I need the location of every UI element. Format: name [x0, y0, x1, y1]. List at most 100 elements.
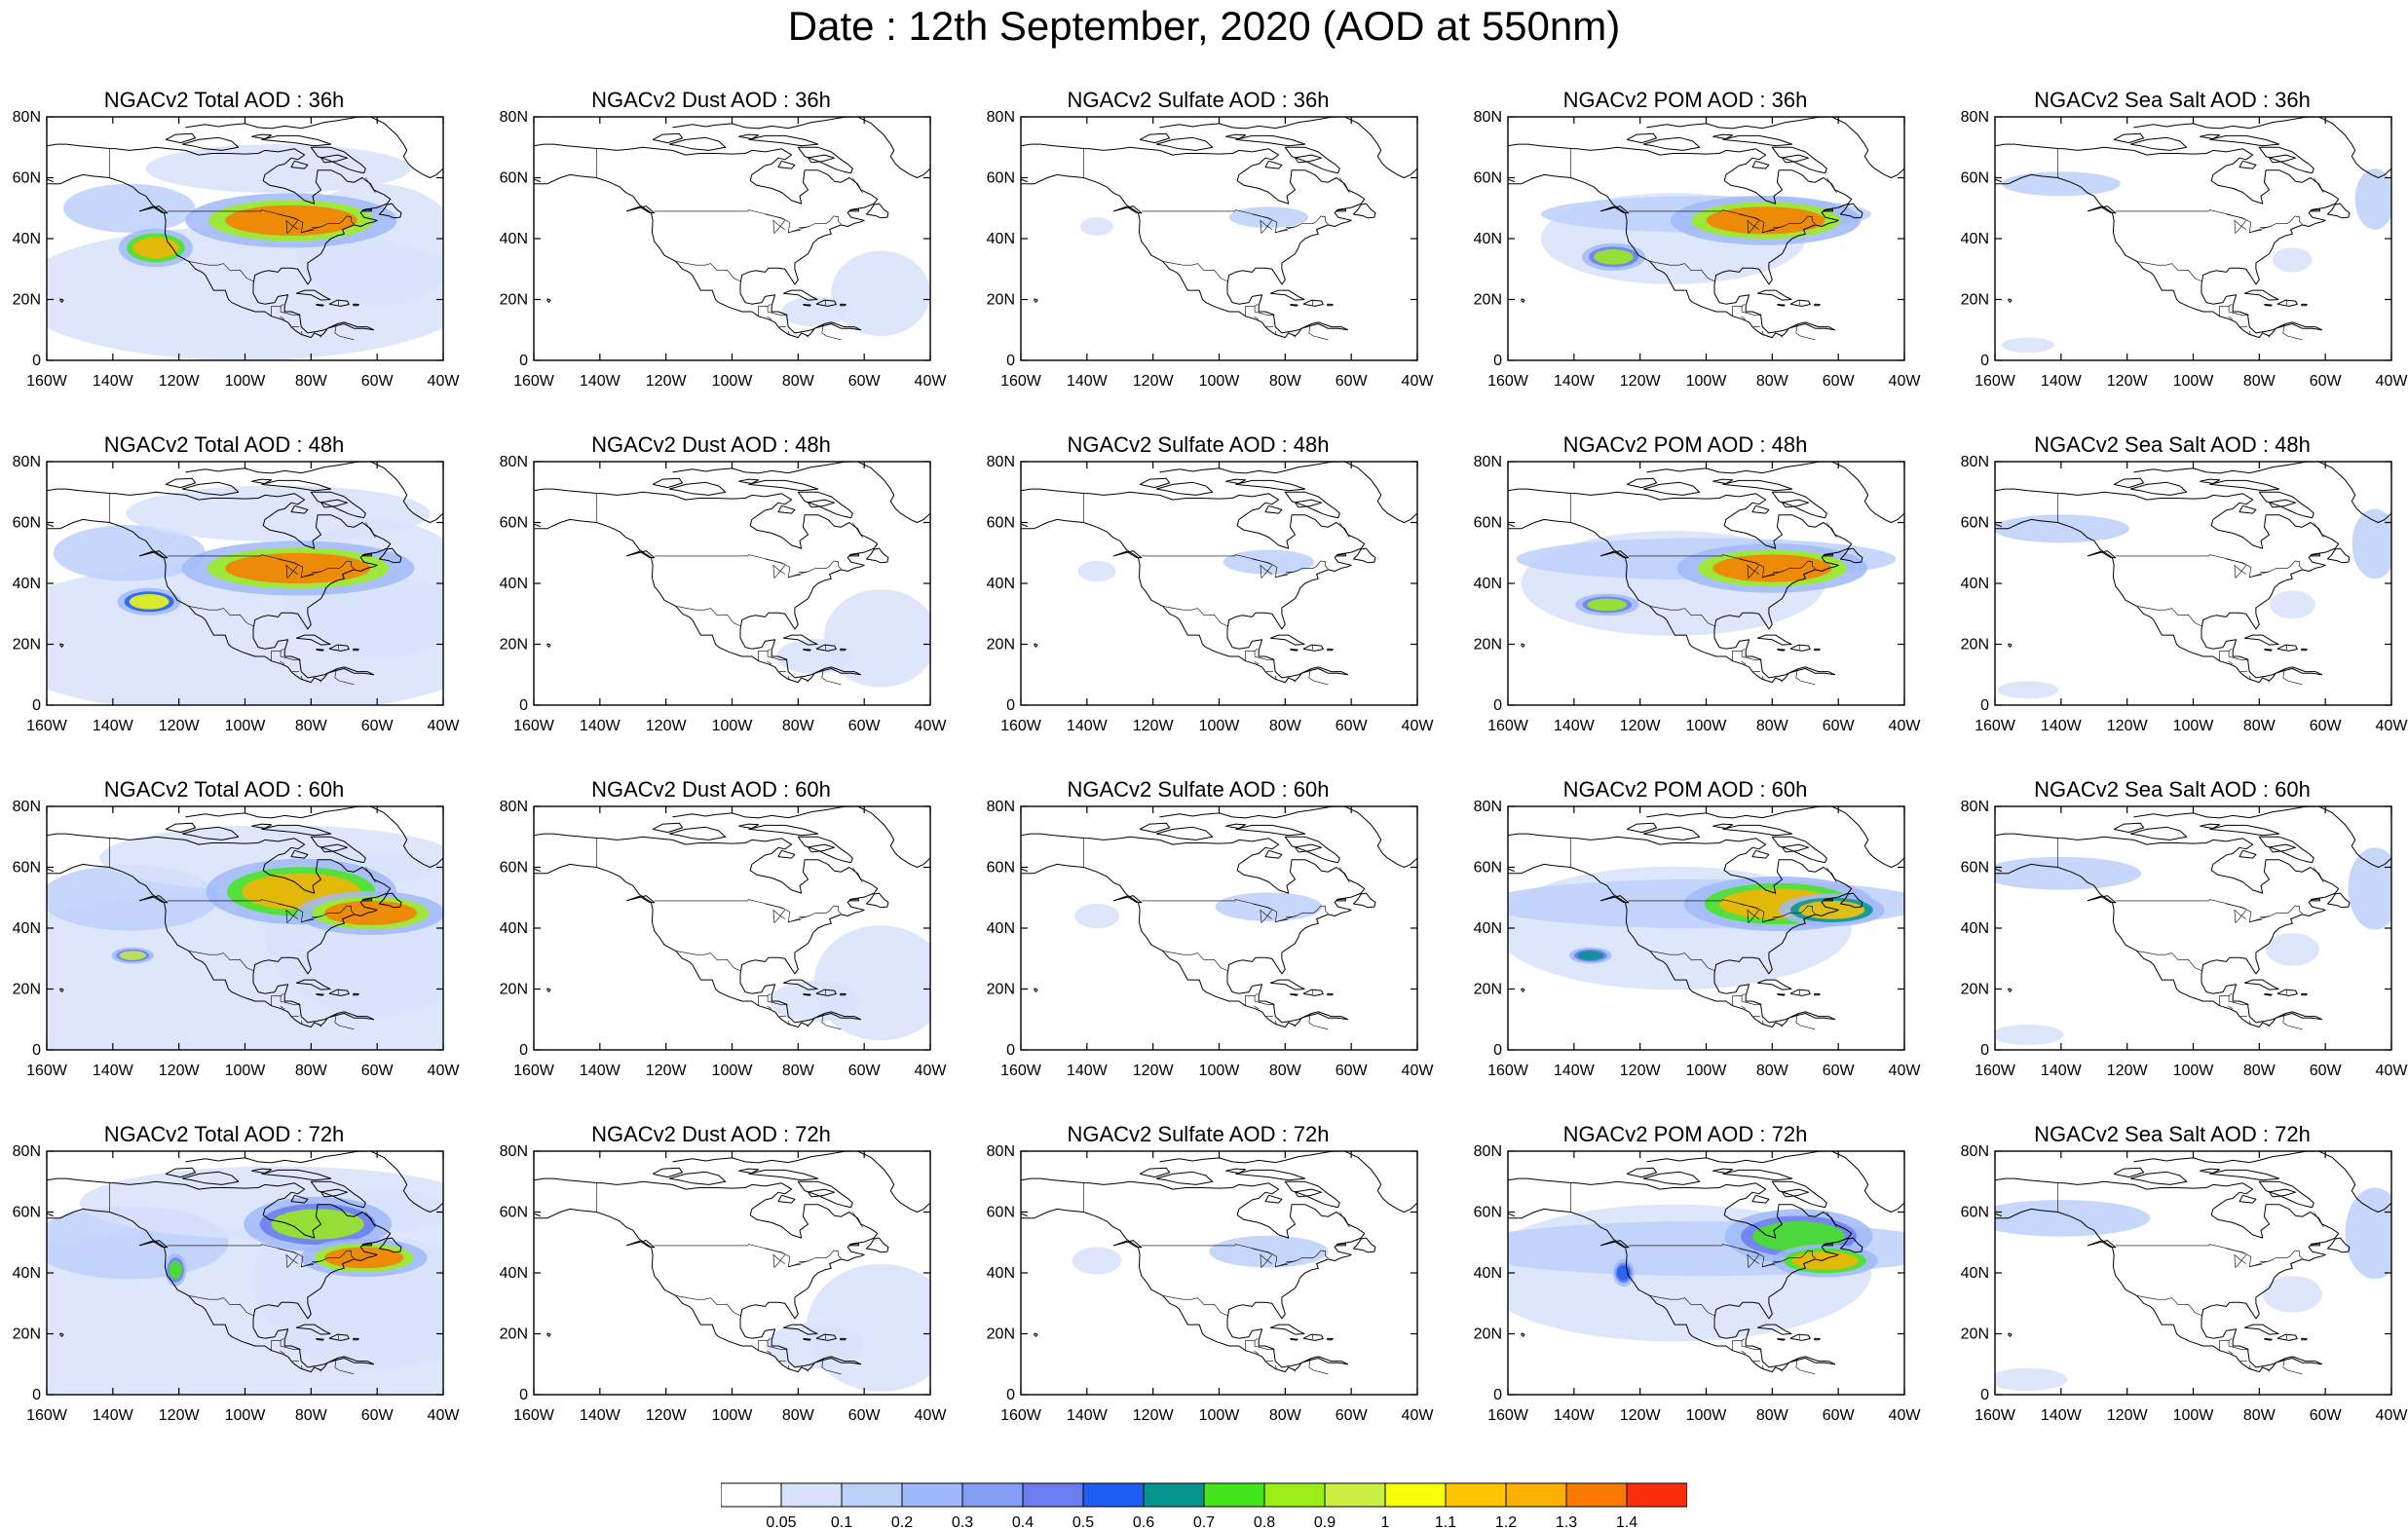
lon-tick-label: 120W [1133, 718, 1175, 734]
aod-contour [63, 183, 196, 233]
lat-tick-label: 80N [1474, 1143, 1502, 1160]
lon-tick-label: 80W [782, 718, 815, 734]
lon-tick-label: 100W [712, 373, 754, 390]
coastlines [534, 117, 930, 341]
coastlines [47, 462, 443, 686]
lon-tick-label: 40W [428, 1407, 461, 1424]
aod-contour [1995, 1367, 2068, 1392]
lat-tick-label: 80N [987, 1143, 1015, 1160]
lat-tick-label: 60N [500, 1205, 528, 1221]
lat-tick-label: 60N [1474, 860, 1502, 877]
lon-tick-label: 60W [2310, 1063, 2343, 1079]
map-panel-total-60h: NGACv2 Total AOD : 60h 160W 140W 120W 100W 80… [0, 777, 461, 1108]
lon-tick-label: 60W [848, 1407, 882, 1424]
aod-contour [2272, 247, 2313, 273]
aod-contour [2348, 847, 2391, 930]
lon-tick-label: 160W [26, 1063, 68, 1079]
lon-tick-label: 40W [915, 373, 948, 390]
lon-tick-label: 40W [915, 1063, 948, 1079]
lon-tick-label: 80W [1269, 373, 1302, 390]
lat-tick-label: 20N [987, 292, 1015, 309]
lat-tick-label: 0 [32, 1042, 41, 1059]
lat-tick-label: 20N [1474, 982, 1502, 998]
lat-tick-label: 80N [500, 799, 528, 815]
lon-tick-label: 100W [712, 718, 754, 734]
lon-tick-label: 60W [2310, 1407, 2343, 1424]
map-plot: 160W 140W 120W 100W 80W 60W 40W 0 20N 40N 60N 80N [500, 1143, 948, 1424]
lat-tick-label: 80N [1961, 1143, 1989, 1160]
aod-contour [1074, 903, 1119, 929]
lon-tick-label: 140W [1067, 718, 1109, 734]
lon-tick-label: 80W [295, 1063, 328, 1079]
aod-shading [47, 485, 443, 705]
map-plot: 160W 140W 120W 100W 80W 60W 40W 0 20N 40N 60N 80N [1961, 454, 2408, 734]
aod-shading [1080, 206, 1309, 236]
lat-tick-label: 40N [987, 231, 1015, 247]
coastlines [47, 117, 443, 341]
aod-shading [781, 250, 930, 337]
lon-tick-label: 100W [1199, 373, 1241, 390]
coastlines [1021, 462, 1417, 686]
lon-tick-label: 60W [1336, 373, 1369, 390]
lon-tick-label: 60W [2310, 718, 2343, 734]
panel-title: NGACv2 Sea Salt AOD : 60h [2034, 777, 2311, 802]
coastlines [1508, 117, 1904, 341]
lon-tick-label: 80W [295, 1407, 328, 1424]
lon-tick-label: 40W [1402, 718, 1435, 734]
lat-tick-label: 60N [987, 515, 1015, 532]
lon-tick-label: 120W [646, 1063, 688, 1079]
map-plot: 160W 140W 120W 100W 80W 60W 40W 0 20N 40N 60N 80N [500, 109, 948, 390]
lon-tick-label: 120W [159, 1063, 201, 1079]
lon-tick-label: 60W [1823, 718, 1856, 734]
colorbar-swatch [1384, 1482, 1447, 1508]
lon-tick-label: 140W [580, 1063, 621, 1079]
panel-title: NGACv2 Dust AOD : 48h [591, 432, 831, 457]
lon-tick-label: 120W [1620, 373, 1662, 390]
lat-tick-label: 0 [32, 353, 41, 369]
lon-tick-label: 140W [580, 718, 621, 734]
colorbar-swatch [961, 1482, 1024, 1508]
lon-tick-label: 60W [1823, 1407, 1856, 1424]
map-plot: 160W 140W 120W 100W 80W 60W 40W 0 20N 40N 60N 80N [987, 109, 1435, 390]
lon-tick-label: 60W [361, 1063, 395, 1079]
lon-tick-label: 80W [782, 1407, 815, 1424]
lon-tick-label: 160W [1975, 373, 2016, 390]
lon-tick-label: 120W [2107, 373, 2149, 390]
panel-title: NGACv2 Sulfate AOD : 48h [1067, 432, 1330, 457]
lon-tick-label: 160W [1487, 373, 1529, 390]
colorbar-label: 0.8 [1254, 1514, 1275, 1529]
coastlines [534, 1151, 930, 1375]
map-plot: 160W 140W 120W 100W 80W 60W 40W 0 20N 40N 60N 80N [13, 1143, 461, 1424]
colorbar-swatch [1022, 1482, 1084, 1508]
aod-contour [1215, 892, 1323, 921]
lat-tick-label: 40N [500, 231, 528, 247]
colorbar-swatch [1626, 1482, 1687, 1508]
aod-shading [1074, 892, 1323, 929]
lat-tick-label: 20N [987, 982, 1015, 998]
lon-tick-label: 80W [1756, 1407, 1789, 1424]
aod-contour [1209, 1235, 1329, 1268]
colorbar-swatch [1143, 1482, 1205, 1508]
aod-shading [1077, 549, 1315, 582]
lon-tick-label: 160W [513, 1063, 555, 1079]
lat-tick-label: 0 [1980, 697, 1989, 714]
coastlines [1021, 806, 1417, 1030]
aod-shading [47, 1166, 443, 1395]
aod-contour [1995, 856, 2142, 890]
colorbar-label: 0.5 [1072, 1514, 1094, 1529]
map-panel-sea-salt-72h: NGACv2 Sea Salt AOD : 72h 160W 140W 120W 100… [1948, 1122, 2408, 1453]
aod-contour [770, 980, 860, 1023]
lat-tick-label: 80N [13, 1143, 41, 1160]
lat-tick-label: 80N [1961, 109, 1989, 126]
lon-tick-label: 140W [2041, 1063, 2083, 1079]
map-frame [1994, 461, 2392, 706]
lat-tick-label: 20N [500, 982, 528, 998]
coastlines [1021, 1151, 1417, 1375]
colorbar-swatch [1565, 1482, 1628, 1508]
map-plot: 160W 140W 120W 100W 80W 60W 40W 0 20N 40N 60N 80N [1961, 1143, 2408, 1424]
map-plot: 160W 140W 120W 100W 80W 60W 40W 0 20N 40N 60N 80N [1961, 799, 2408, 1079]
aod-contour [1995, 1024, 2064, 1045]
lon-tick-label: 140W [580, 373, 621, 390]
lat-tick-label: 0 [1006, 697, 1015, 714]
lon-tick-label: 60W [1336, 718, 1369, 734]
